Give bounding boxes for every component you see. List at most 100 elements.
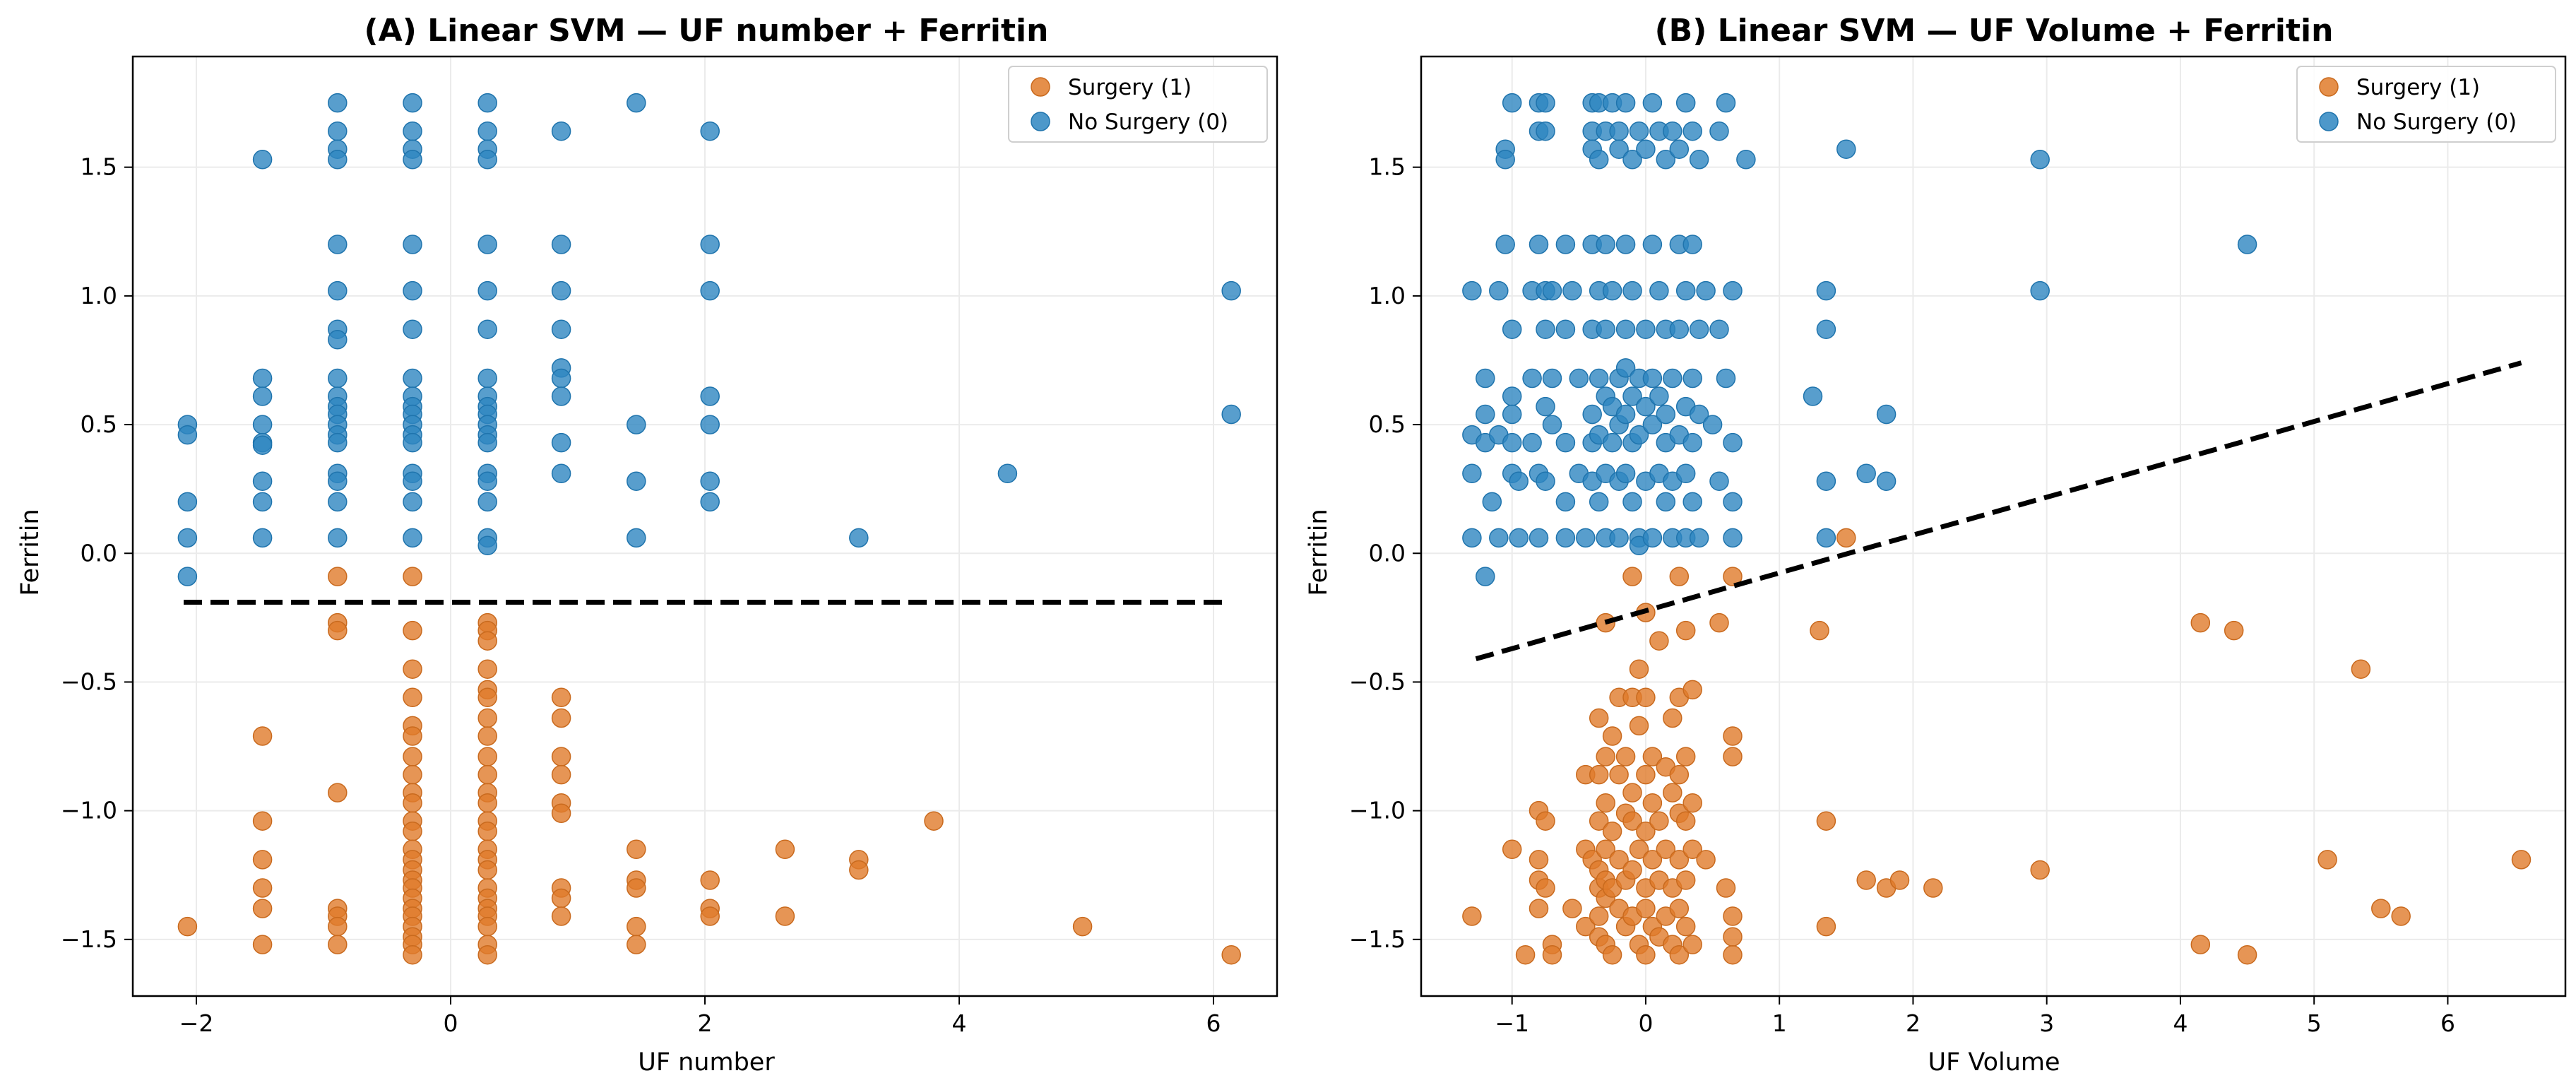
no-surgery-point (1476, 368, 1495, 389)
panel-b-xtick-label: 5 (2307, 1009, 2322, 1037)
no-surgery-point (1602, 432, 1622, 453)
no-surgery-point (477, 368, 497, 389)
surgery-point (477, 822, 497, 841)
surgery-point (1649, 631, 1669, 651)
no-surgery-point (477, 280, 497, 301)
no-surgery-point (1542, 368, 1562, 389)
surgery-point (1589, 764, 1609, 785)
no-surgery-point (700, 280, 720, 301)
no-surgery-point (1656, 404, 1676, 425)
surgery-point (1562, 899, 1582, 918)
surgery-point (403, 793, 422, 813)
no-surgery-point (1462, 280, 1482, 301)
surgery-point (1816, 916, 1836, 937)
no-surgery-point (328, 492, 348, 512)
panel-a-ytick-label: 1.5 (81, 153, 117, 181)
panel-a-ytick-label: −1.0 (61, 797, 117, 824)
no-surgery-point (177, 567, 198, 586)
no-surgery-point (1609, 528, 1629, 548)
surgery-point (328, 783, 348, 802)
no-surgery-point (328, 93, 348, 113)
panel-a-ytick-label: 0.5 (81, 410, 117, 438)
no-surgery-point (1723, 528, 1743, 548)
no-surgery-point (1536, 471, 1555, 491)
no-surgery-point (1529, 528, 1549, 548)
no-surgery-point (1689, 319, 1709, 339)
surgery-point (252, 878, 273, 898)
surgery-point (1723, 567, 1743, 586)
panel-b-ytick-label: 0.0 (1369, 539, 1406, 567)
surgery-point (1649, 811, 1669, 831)
surgery-point (477, 793, 497, 813)
panel-a-ytick-label: 0.0 (81, 539, 117, 567)
no-surgery-point (1636, 139, 1656, 159)
surgery-point (252, 899, 273, 918)
panel-a-title: (A) Linear SVM — UF number + Ferritin (364, 13, 1049, 49)
panel-a-xtick-label: −2 (179, 1009, 214, 1037)
no-surgery-point (1615, 358, 1636, 378)
surgery-point (551, 708, 571, 728)
panel-a-ylabel: Ferritin (16, 509, 44, 596)
no-surgery-point (1502, 386, 1522, 406)
surgery-point (403, 747, 422, 766)
no-surgery-point (551, 235, 571, 254)
surgery-point (2190, 612, 2211, 633)
no-surgery-point (1663, 368, 1682, 389)
surgery-point (403, 567, 422, 586)
surgery-point (477, 764, 497, 785)
surgery-point (1636, 944, 1656, 965)
no-surgery-point (1495, 150, 1515, 170)
surgery-point (1536, 878, 1555, 898)
no-surgery-point (1716, 93, 1736, 113)
no-surgery-point (1682, 432, 1702, 453)
panel-b-xtick-label: 1 (1772, 1009, 1787, 1037)
no-surgery-point (252, 386, 273, 406)
surgery-point (403, 659, 422, 679)
no-surgery-point (1555, 432, 1576, 453)
surgery-point (775, 906, 795, 926)
no-surgery-point (1536, 121, 1555, 141)
surgery-point (551, 764, 571, 785)
surgery-point (627, 935, 646, 954)
panel-a-xtick-label: 2 (698, 1009, 713, 1037)
no-surgery-point (551, 319, 571, 339)
surgery-point (1636, 764, 1656, 785)
surgery-point (1602, 726, 1622, 746)
no-surgery-point (1615, 319, 1636, 339)
no-surgery-point (1669, 319, 1690, 339)
surgery-point (1629, 659, 1649, 679)
no-surgery-point (1221, 404, 1241, 425)
surgery-point (252, 935, 273, 954)
surgery-point (1502, 839, 1522, 860)
no-surgery-point (1555, 528, 1576, 548)
no-surgery-point (1542, 280, 1562, 301)
panel-b-ytick-label: −1.0 (1349, 797, 1406, 824)
no-surgery-point (1836, 139, 1856, 159)
surgery-point (1656, 839, 1676, 860)
no-surgery-point (1723, 280, 1743, 301)
surgery-point (1675, 620, 1696, 641)
surgery-point (403, 620, 422, 641)
no-surgery-point (700, 121, 720, 141)
surgery-point (1682, 839, 1702, 860)
no-surgery-point (252, 150, 273, 170)
no-surgery-point (1609, 139, 1629, 159)
no-surgery-point (328, 280, 348, 301)
surgery-point (1696, 850, 1716, 870)
panel-a-plot-area: −2 0 2 4 6 −1.5 −1.0 −0.5 0.0 0.5 1.0 1.5 (61, 55, 1278, 1037)
surgery-point (2511, 850, 2532, 870)
no-surgery-point (328, 368, 348, 389)
surgery-point (477, 687, 497, 708)
panel-b-ytick-label: 1.5 (1369, 153, 1406, 181)
surgery-point (403, 822, 422, 841)
no-surgery-point (1482, 492, 1502, 512)
no-surgery-point (551, 463, 571, 484)
no-surgery-point (1622, 150, 1642, 170)
surgery-point (1609, 764, 1629, 785)
no-surgery-point (1675, 280, 1696, 301)
panel-a-ytick-label: −0.5 (61, 668, 117, 695)
no-surgery-point (1555, 235, 1576, 254)
surgery-point (1622, 811, 1642, 831)
no-surgery-point (328, 150, 348, 170)
